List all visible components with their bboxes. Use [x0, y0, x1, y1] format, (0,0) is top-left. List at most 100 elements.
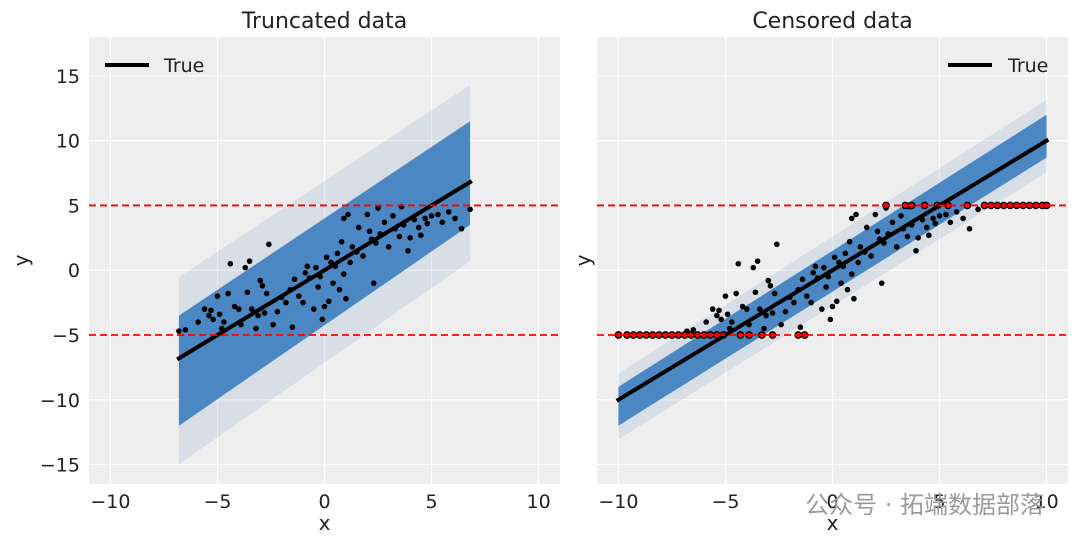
data-point	[810, 270, 817, 276]
data-point	[458, 225, 465, 232]
data-point	[236, 306, 242, 312]
data-point	[733, 290, 739, 297]
data-point	[375, 205, 381, 211]
data-point	[323, 254, 330, 261]
data-point	[336, 286, 343, 293]
x-tick-label: 10	[526, 491, 550, 513]
data-point	[176, 328, 182, 334]
data-point	[893, 244, 900, 250]
data-point	[966, 225, 973, 232]
data-point	[206, 312, 212, 319]
data-point	[300, 299, 306, 306]
data-point	[439, 219, 446, 226]
data-point	[231, 303, 238, 310]
data-point	[225, 290, 231, 297]
data-point	[716, 307, 722, 314]
data-point	[360, 253, 366, 259]
censored-data-panel: −10 −5 0 5 10 x y Censored data True	[571, 9, 1068, 535]
y-tick-label: 0	[68, 260, 80, 282]
y-axis-label: y	[571, 254, 595, 266]
data-point	[763, 312, 769, 319]
y-tick-label: −15	[40, 455, 80, 477]
data-point	[752, 289, 759, 296]
data-point	[853, 211, 859, 218]
data-point	[714, 312, 720, 319]
x-tick-label: 10	[1034, 491, 1058, 513]
x-tick-label: −5	[203, 491, 231, 513]
true-line	[615, 137, 1050, 403]
x-axis-label: x	[827, 511, 839, 535]
data-point	[201, 306, 208, 312]
data-point	[874, 228, 881, 235]
y-tick-label: 15	[56, 66, 80, 88]
data-point	[242, 264, 249, 271]
data-point	[778, 321, 784, 328]
y-tick-label: −5	[52, 325, 80, 347]
data-point	[270, 321, 276, 328]
truncated-data-panel: −10 −5 0 5 10 −15 −10 −5 0 5 10 15 x y Truncated data T…	[9, 9, 560, 535]
legend-label: True	[1007, 55, 1048, 77]
data-point	[467, 206, 473, 213]
x-tick-label: −5	[711, 491, 739, 513]
data-point	[797, 324, 804, 331]
data-point	[799, 276, 806, 283]
data-point	[364, 211, 371, 218]
data-point	[302, 270, 309, 276]
data-point	[313, 264, 319, 271]
data-point	[848, 215, 855, 222]
data-point	[381, 219, 388, 226]
data-point	[842, 250, 849, 257]
data-point	[304, 263, 311, 270]
data-point	[915, 235, 921, 241]
data-point	[266, 241, 272, 248]
data-point	[255, 312, 261, 319]
data-point	[926, 232, 932, 239]
x-tick-label: −10	[90, 491, 130, 513]
data-point	[718, 316, 724, 323]
data-point	[722, 293, 729, 299]
data-point	[913, 247, 919, 254]
data-point	[936, 213, 943, 219]
data-point	[831, 254, 838, 261]
data-point	[274, 308, 281, 315]
data-point	[863, 224, 870, 231]
data-point	[923, 224, 930, 231]
data-point	[690, 327, 697, 333]
data-point	[283, 299, 289, 306]
data-point	[424, 220, 431, 227]
data-point	[210, 316, 216, 323]
data-point	[756, 306, 763, 312]
data-point	[904, 233, 911, 240]
panel-title: Censored data	[752, 9, 912, 34]
data-point	[385, 244, 392, 250]
data-point	[253, 325, 259, 332]
data-point	[872, 211, 879, 218]
data-point	[259, 282, 266, 289]
data-point	[221, 319, 227, 325]
data-point	[808, 299, 814, 306]
data-point	[782, 308, 789, 315]
data-point	[953, 209, 960, 215]
x-tick-label: 0	[318, 491, 330, 513]
data-point	[452, 215, 458, 222]
data-point	[340, 215, 347, 222]
data-point	[244, 289, 251, 296]
data-point	[767, 282, 774, 289]
data-point	[355, 224, 362, 231]
data-point	[750, 264, 757, 271]
true-line	[176, 179, 473, 362]
data-point	[960, 215, 966, 222]
data-point	[246, 258, 253, 264]
data-point	[932, 220, 939, 227]
data-point	[838, 280, 844, 286]
data-point	[370, 280, 377, 286]
legend-label: True	[163, 55, 204, 77]
data-point	[214, 293, 221, 299]
data-point	[216, 311, 223, 318]
data-point	[257, 277, 264, 284]
x-tick-label: 0	[826, 491, 838, 513]
x-axis-label: x	[319, 511, 331, 535]
data-point	[771, 290, 778, 297]
data-point	[975, 206, 981, 213]
